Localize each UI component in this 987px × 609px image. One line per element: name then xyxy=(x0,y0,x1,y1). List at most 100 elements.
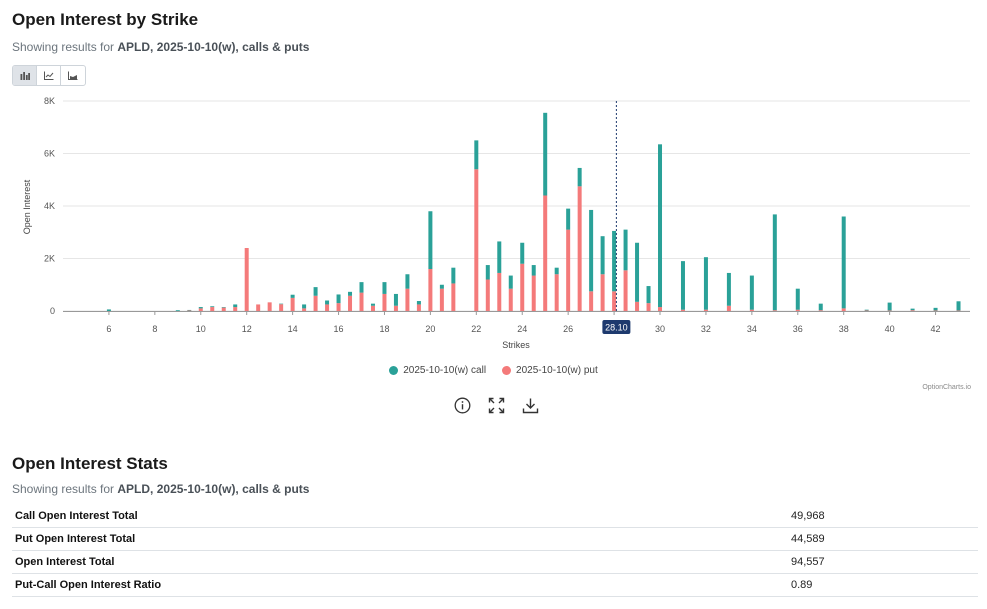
x-tick-label: 16 xyxy=(334,324,344,334)
subtitle-prefix: Showing results for xyxy=(12,40,118,54)
put-bar xyxy=(841,308,846,311)
call-bar xyxy=(520,242,525,264)
call-bar xyxy=(543,112,548,196)
stat-value: 44,589 xyxy=(788,527,978,551)
call-bar xyxy=(497,241,502,273)
put-bar xyxy=(244,248,249,311)
area-chart-toggle-button[interactable] xyxy=(61,66,85,85)
call-bar xyxy=(348,291,353,296)
info-icon xyxy=(454,397,470,413)
x-tick-label: 20 xyxy=(425,324,435,334)
put-bar xyxy=(956,310,961,311)
put-bar xyxy=(577,186,582,311)
x-tick-label: 34 xyxy=(747,324,757,334)
put-bar xyxy=(772,310,777,311)
put-bar xyxy=(313,295,318,311)
y-tick-label: 6K xyxy=(44,149,55,159)
put-bar xyxy=(290,297,295,311)
chart-legend: 2025-10-10(w) call 2025-10-10(w) put xyxy=(0,365,987,376)
area-chart-icon xyxy=(68,71,78,80)
bar-series xyxy=(106,112,961,311)
fullscreen-icon xyxy=(488,397,504,413)
put-bar xyxy=(302,308,307,311)
call-bar xyxy=(382,282,387,294)
put-bar xyxy=(198,308,203,311)
info-button[interactable] xyxy=(452,395,472,415)
put-bar xyxy=(703,309,708,311)
put-bar xyxy=(635,301,640,311)
call-bar xyxy=(221,307,226,308)
stats-subtitle-query: APLD, 2025-10-10(w), calls & puts xyxy=(117,482,310,496)
x-tick-label: 38 xyxy=(839,324,849,334)
stat-value: 49,968 xyxy=(788,505,978,528)
call-bar xyxy=(210,306,215,308)
call-bar xyxy=(623,229,628,271)
put-bar xyxy=(818,310,823,311)
x-tick-label: 24 xyxy=(517,324,527,334)
call-bar xyxy=(554,267,559,275)
put-bar xyxy=(680,309,685,311)
stat-value: 94,557 xyxy=(788,550,978,574)
x-tick-label: 6 xyxy=(106,324,111,334)
call-bar xyxy=(451,267,456,284)
axes: 02K4K6K8K6810121416182022242628303234363… xyxy=(44,96,970,334)
call-bar xyxy=(703,257,708,310)
stat-label: Open Interest Total xyxy=(12,550,788,574)
legend-item-call[interactable]: 2025-10-10(w) call xyxy=(389,365,486,376)
x-tick-label: 18 xyxy=(379,324,389,334)
chart-type-toggle xyxy=(12,65,86,86)
put-bar xyxy=(589,291,594,311)
chart-credit: OptionCharts.io xyxy=(922,384,971,391)
call-bar xyxy=(233,304,238,308)
call-bar xyxy=(956,301,961,311)
call-bar xyxy=(393,293,398,306)
table-row: Put Open Interest Total 44,589 xyxy=(12,527,978,551)
call-bar xyxy=(325,300,330,305)
table-row: Open Interest Total 94,557 xyxy=(12,550,978,574)
call-bar xyxy=(359,282,364,293)
call-bar xyxy=(577,167,582,187)
call-bar xyxy=(302,304,307,309)
put-bar xyxy=(451,283,456,311)
y-axis-label: Open Interest xyxy=(22,179,32,234)
put-bar xyxy=(933,310,938,311)
call-bar xyxy=(405,274,410,289)
bar-chart-icon xyxy=(20,72,30,80)
bar-chart-toggle-button[interactable] xyxy=(13,66,37,85)
x-tick-label: 36 xyxy=(793,324,803,334)
put-bar xyxy=(910,310,915,311)
call-bar xyxy=(428,211,433,269)
call-legend-label: 2025-10-10(w) call xyxy=(403,365,487,376)
call-bar xyxy=(864,309,869,311)
x-tick-label: 42 xyxy=(931,324,941,334)
download-button[interactable] xyxy=(520,395,540,415)
put-bar xyxy=(508,288,513,311)
grid-lines xyxy=(63,100,970,312)
stats-table: Call Open Interest Total 49,968 Put Open … xyxy=(12,505,978,597)
put-bar xyxy=(612,291,617,311)
put-bar xyxy=(210,307,215,311)
call-bar xyxy=(175,310,180,311)
line-chart-toggle-button[interactable] xyxy=(37,66,61,85)
call-bar xyxy=(290,294,295,298)
call-bar xyxy=(910,308,915,311)
put-bar xyxy=(279,304,284,311)
page-title: Open Interest by Strike xyxy=(12,10,199,29)
stats-subtitle: Showing results for APLD, 2025-10-10(w),… xyxy=(12,482,309,496)
y-tick-label: 4K xyxy=(44,201,55,211)
stat-label: Call Open Interest Total xyxy=(12,505,788,528)
put-bar xyxy=(439,288,444,311)
put-bar xyxy=(623,270,628,311)
call-bar xyxy=(635,242,640,302)
fullscreen-button[interactable] xyxy=(486,395,506,415)
call-bar xyxy=(279,303,284,305)
put-bar xyxy=(497,272,502,311)
spot-price-label: 28.10 xyxy=(605,323,628,333)
x-tick-label: 14 xyxy=(288,324,298,334)
call-bar xyxy=(600,236,605,275)
download-icon xyxy=(522,398,538,413)
call-bar xyxy=(658,144,663,308)
call-bar xyxy=(531,265,536,276)
legend-item-put[interactable]: 2025-10-10(w) put xyxy=(502,365,598,376)
x-tick-label: 40 xyxy=(885,324,895,334)
